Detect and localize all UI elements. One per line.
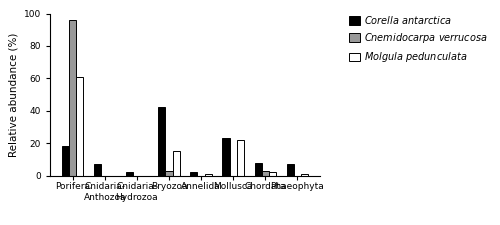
Bar xyxy=(158,108,166,176)
Bar xyxy=(126,172,134,176)
Bar xyxy=(70,20,76,176)
Bar xyxy=(262,171,268,176)
Bar xyxy=(76,77,84,176)
Bar xyxy=(286,164,294,176)
Bar xyxy=(190,172,198,176)
Bar xyxy=(268,172,276,176)
Bar xyxy=(300,174,308,176)
Bar xyxy=(94,164,102,176)
Legend: $\it{Corella\ antarctica}$, $\it{Cnemidocarpa\ verrucosa}$, $\it{Molgula\ pedunc: $\it{Corella\ antarctica}$, $\it{Cnemido… xyxy=(347,12,490,66)
Bar xyxy=(62,146,70,176)
Bar xyxy=(254,162,262,176)
Y-axis label: Relative abundance (%): Relative abundance (%) xyxy=(8,32,18,157)
Bar xyxy=(172,151,180,176)
Bar xyxy=(236,140,244,176)
Bar xyxy=(222,138,230,176)
Bar xyxy=(166,171,172,176)
Bar xyxy=(204,174,212,176)
